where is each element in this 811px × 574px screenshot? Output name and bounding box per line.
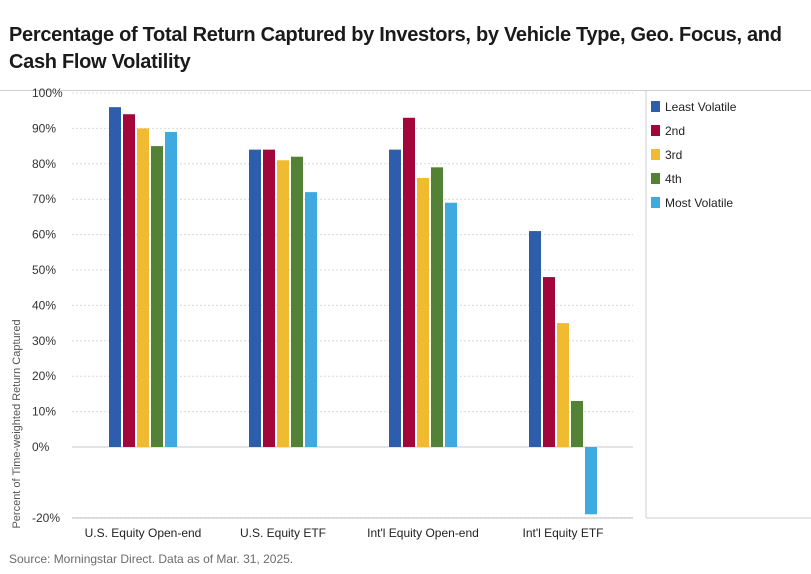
source-note: Source: Morningstar Direct. Data as of M… <box>9 552 294 566</box>
y-tick-label: 40% <box>32 298 56 312</box>
bar <box>543 277 555 447</box>
y-tick-label: 70% <box>32 192 56 206</box>
bar <box>389 149 401 447</box>
bar <box>585 447 597 515</box>
category-label: U.S. Equity Open-end <box>85 526 202 540</box>
bar <box>529 231 541 447</box>
bar <box>151 146 163 447</box>
legend-label: 3rd <box>665 148 682 162</box>
bar <box>137 128 149 447</box>
bar <box>165 131 177 447</box>
bar <box>277 160 289 447</box>
bar <box>417 177 429 447</box>
bar <box>109 107 121 447</box>
bar <box>557 323 569 447</box>
title-divider <box>0 90 811 91</box>
y-tick-label: 90% <box>32 121 56 135</box>
chart-title: Percentage of Total Return Captured by I… <box>9 24 782 73</box>
bar <box>305 192 317 447</box>
y-tick-label: 50% <box>32 263 56 277</box>
y-tick-label: 0% <box>32 440 50 454</box>
y-tick-label: 20% <box>32 369 56 383</box>
legend-label: Least Volatile <box>665 100 737 114</box>
legend-swatch <box>651 101 660 112</box>
y-tick-label: 30% <box>32 334 56 348</box>
legend-swatch <box>651 125 660 136</box>
category-label: Int'l Equity Open-end <box>367 526 479 540</box>
legend-swatch <box>651 197 660 208</box>
y-axis-label: Percent of Time-weighted Return Captured <box>11 319 23 528</box>
legend-swatch <box>651 173 660 184</box>
y-tick-label: 10% <box>32 405 56 419</box>
bar <box>291 156 303 447</box>
bar <box>403 117 415 447</box>
category-label: Int'l Equity ETF <box>523 526 604 540</box>
legend-label: Most Volatile <box>665 196 733 210</box>
bar <box>123 114 135 448</box>
y-tick-label: 80% <box>32 157 56 171</box>
legend-label: 4th <box>665 172 682 186</box>
bar <box>571 400 583 447</box>
bar <box>249 149 261 447</box>
bar <box>431 167 443 447</box>
category-label: U.S. Equity ETF <box>240 526 326 540</box>
bar <box>263 149 275 447</box>
y-tick-label: 100% <box>32 86 63 100</box>
bar <box>445 202 457 447</box>
y-tick-label: -20% <box>32 511 60 525</box>
y-tick-label: 60% <box>32 228 56 242</box>
legend-swatch <box>651 149 660 160</box>
legend-label: 2nd <box>665 124 685 138</box>
